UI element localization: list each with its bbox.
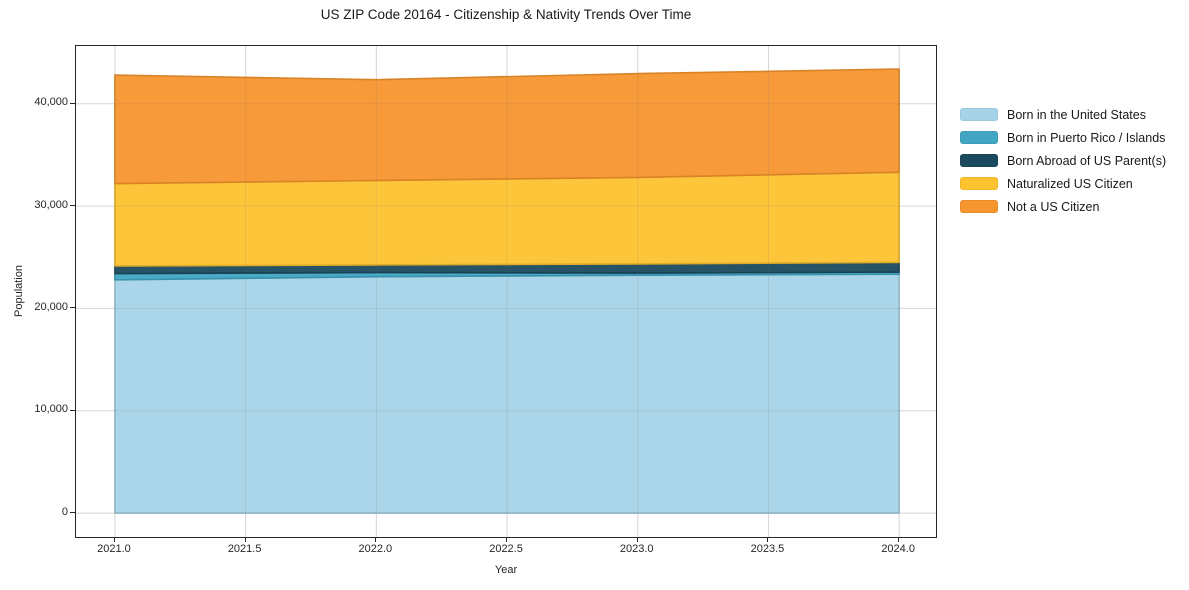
legend-label: Naturalized US Citizen bbox=[1007, 176, 1133, 191]
legend-swatch bbox=[960, 154, 998, 167]
legend-item: Born in the United States bbox=[960, 103, 1166, 126]
x-tick-mark bbox=[898, 538, 900, 542]
y-tick-label: 10,000 bbox=[34, 403, 68, 416]
x-tick-label: 2022.0 bbox=[358, 543, 393, 555]
x-tick-mark bbox=[375, 538, 377, 542]
legend-swatch bbox=[960, 177, 998, 190]
x-tick-label: 2023.5 bbox=[750, 543, 785, 555]
y-tick-label: 20,000 bbox=[34, 300, 68, 313]
y-tick-mark bbox=[70, 512, 75, 514]
y-axis-label: Population bbox=[13, 265, 25, 317]
y-tick-mark bbox=[70, 102, 75, 104]
y-tick-mark bbox=[70, 205, 75, 207]
x-tick-mark bbox=[636, 538, 638, 542]
x-tick-label: 2024.0 bbox=[881, 543, 915, 555]
legend-label: Born Abroad of US Parent(s) bbox=[1007, 153, 1167, 168]
chart-title: US ZIP Code 20164 - Citizenship & Nativi… bbox=[320, 7, 692, 22]
y-tick-label: 0 bbox=[61, 505, 68, 518]
legend-item: Naturalized US Citizen bbox=[960, 172, 1166, 195]
x-tick-mark bbox=[767, 538, 769, 542]
legend-label: Not a US Citizen bbox=[1007, 199, 1100, 214]
x-tick-mark bbox=[113, 538, 115, 542]
area-series bbox=[114, 68, 900, 185]
legend-label: Born in Puerto Rico / Islands bbox=[1007, 130, 1166, 145]
legend-swatch bbox=[960, 200, 998, 213]
x-tick-label: 2022.5 bbox=[489, 543, 523, 555]
legend-swatch bbox=[960, 131, 998, 144]
x-axis-label: Year bbox=[494, 564, 518, 576]
legend-item: Born Abroad of US Parent(s) bbox=[960, 149, 1166, 172]
legend: Born in the United States Born in Puerto … bbox=[960, 103, 1166, 218]
y-tick-mark bbox=[70, 409, 75, 411]
x-tick-label: 2021.0 bbox=[97, 543, 131, 555]
legend-label: Born in the United States bbox=[1007, 107, 1146, 122]
plot-area bbox=[75, 45, 937, 538]
stacked-area-canvas bbox=[76, 46, 936, 537]
x-tick-mark bbox=[506, 538, 508, 542]
legend-swatch bbox=[960, 108, 998, 121]
y-tick-label: 30,000 bbox=[34, 198, 68, 211]
x-tick-label: 2023.0 bbox=[619, 543, 654, 555]
legend-item: Not a US Citizen bbox=[960, 195, 1166, 218]
legend-item: Born in Puerto Rico / Islands bbox=[960, 126, 1166, 149]
y-tick-label: 40,000 bbox=[34, 96, 68, 109]
y-tick-mark bbox=[70, 307, 75, 309]
x-tick-label: 2021.5 bbox=[227, 543, 262, 555]
x-tick-mark bbox=[244, 538, 246, 542]
